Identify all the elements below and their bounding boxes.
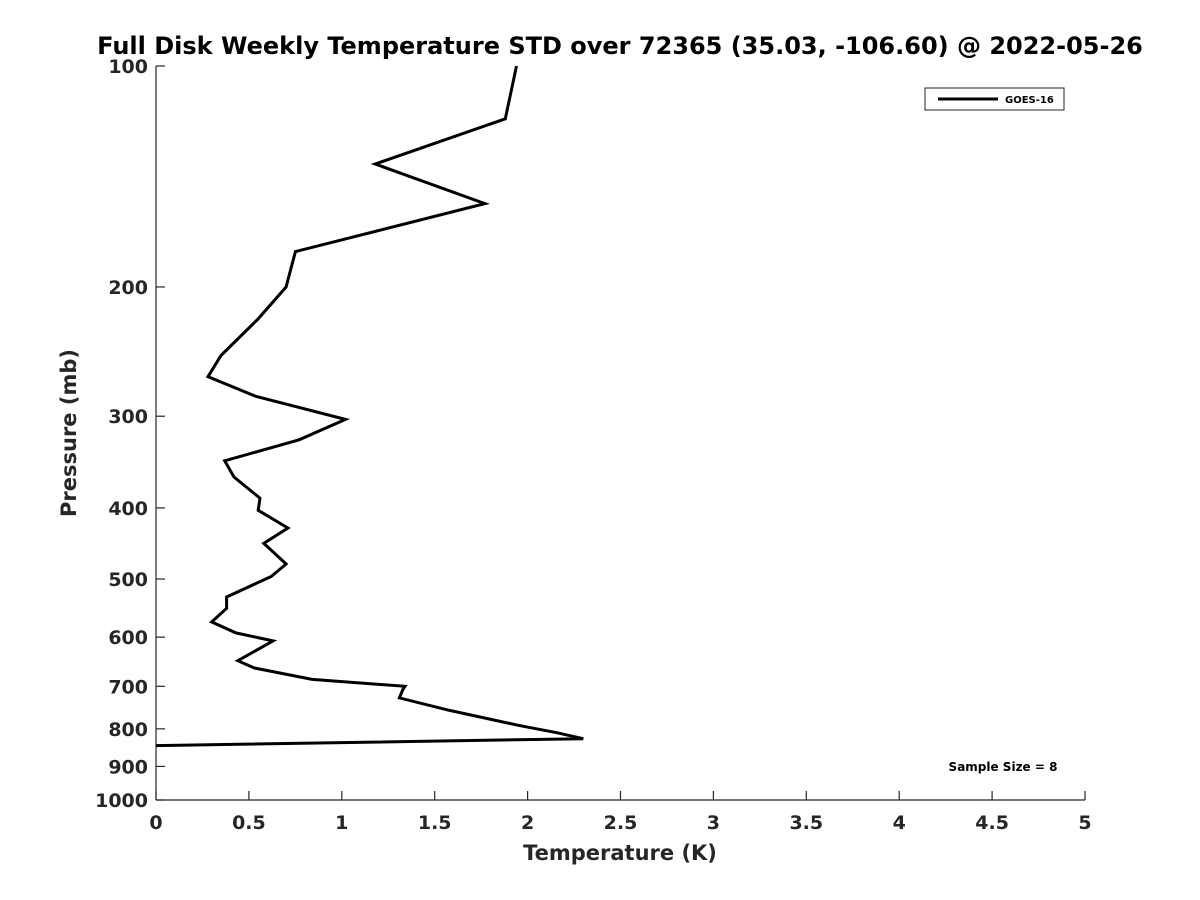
x-tick-label: 4 bbox=[893, 812, 906, 834]
y-tick-label: 600 bbox=[108, 627, 148, 649]
y-tick-label: 700 bbox=[108, 676, 148, 698]
x-ticks: 0 0.5 1 1.5 2 2.5 3 3.5 4 4.5 5 bbox=[149, 791, 1092, 834]
chart-title: Full Disk Weekly Temperature STD over 72… bbox=[97, 32, 1143, 60]
x-tick-label: 2 bbox=[521, 812, 534, 834]
x-axis-title: Temperature (K) bbox=[523, 841, 717, 865]
series-line-goes-16 bbox=[155, 65, 584, 748]
y-tick-label: 900 bbox=[108, 756, 148, 778]
legend: GOES-16 bbox=[924, 87, 1065, 111]
x-tick-label: 4.5 bbox=[975, 812, 1009, 834]
x-tick-label: 3 bbox=[707, 812, 720, 834]
x-tick-label: 1 bbox=[335, 812, 348, 834]
x-tick-label: 0.5 bbox=[232, 812, 266, 834]
x-tick-label: 1.5 bbox=[418, 812, 452, 834]
x-tick-label: 0 bbox=[149, 812, 162, 834]
sample-size-annotation: Sample Size = 8 bbox=[949, 760, 1058, 774]
x-tick-label: 2.5 bbox=[604, 812, 638, 834]
y-ticks: 100 200 300 400 500 600 700 800 900 1000 bbox=[95, 56, 165, 812]
x-tick-label: 3.5 bbox=[789, 812, 823, 834]
y-tick-label: 800 bbox=[108, 719, 148, 741]
y-tick-label: 100 bbox=[108, 56, 148, 78]
y-tick-label: 200 bbox=[108, 277, 148, 299]
y-tick-label: 1000 bbox=[95, 790, 148, 812]
y-tick-label: 300 bbox=[108, 406, 148, 428]
y-tick-label: 500 bbox=[108, 569, 148, 591]
series-layer bbox=[155, 65, 584, 748]
x-tick-label: 5 bbox=[1078, 812, 1091, 834]
y-axis-title: Pressure (mb) bbox=[57, 349, 81, 517]
legend-label: GOES-16 bbox=[1005, 95, 1054, 106]
y-tick-label: 400 bbox=[108, 498, 148, 520]
